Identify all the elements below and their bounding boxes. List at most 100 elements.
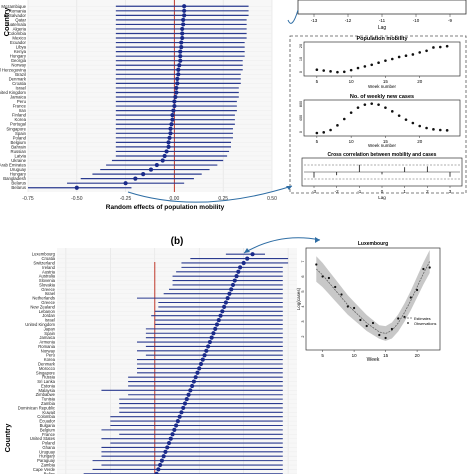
inset-group-frame bbox=[289, 35, 467, 194]
panel-a-country-label: Norway bbox=[11, 63, 26, 68]
inset-cases-point bbox=[445, 129, 449, 132]
inset-luxembourg-x-label: Week bbox=[367, 357, 380, 363]
panel-a-estimate-point bbox=[182, 4, 187, 9]
inset-mobility-point bbox=[329, 70, 332, 73]
inset-mobility-point bbox=[418, 51, 422, 54]
panel-a-country-label: Iran bbox=[19, 108, 27, 113]
panel-b-country-label: Kuwait bbox=[42, 410, 55, 415]
panel-b-country-label: Belize bbox=[44, 471, 56, 474]
panel-a-x-axis-label: Random effects of population mobility bbox=[106, 204, 225, 211]
panel-b-country-label: Hungary bbox=[39, 454, 56, 459]
panel-b-country-label: Israel bbox=[45, 318, 55, 323]
inset-ccf-x-tick-label: -3 bbox=[312, 189, 316, 194]
panel-b-estimate-point bbox=[220, 309, 225, 314]
inset-mobility-point bbox=[349, 68, 353, 72]
inset-mobility-point bbox=[342, 70, 346, 74]
panel-a-estimate-point bbox=[141, 172, 146, 177]
panel-a-estimate-point bbox=[148, 167, 154, 172]
panel-b-country-label: Japan bbox=[44, 326, 56, 331]
panel-a-country-label: Belarus bbox=[11, 181, 26, 186]
panel-b-country-label: Denmark bbox=[38, 362, 56, 367]
panel-a-country-label: Libya bbox=[16, 45, 27, 50]
inset-luxembourg-y-ticks: 2 3 4 5 6 7 bbox=[301, 260, 305, 337]
panel-b-country-label: Sri Lanka bbox=[37, 379, 55, 384]
panel-a-estimate-point bbox=[174, 85, 179, 91]
inset-top-x-tick-label: -13 bbox=[311, 18, 318, 23]
panel-b-estimate-point bbox=[202, 353, 207, 358]
panel-a-estimate-point bbox=[180, 26, 185, 32]
panel-b-country-label: Dominican Republic bbox=[18, 405, 55, 410]
panel-a-country-label: Hungary bbox=[10, 54, 27, 59]
panel-b-estimate-point bbox=[236, 269, 241, 274]
panel-b-country-label: Zimbabwe bbox=[36, 392, 56, 397]
panel-a-country-label: Spain bbox=[15, 131, 27, 136]
panel-b-country-label: Spain bbox=[44, 331, 55, 336]
panel-a-estimate-point bbox=[168, 126, 173, 131]
inset-luxembourg-y-tick-label: 5 bbox=[301, 290, 305, 292]
inset-cases-points bbox=[315, 102, 449, 135]
panel-a-estimate-point bbox=[169, 122, 174, 127]
panel-a-estimate-point bbox=[174, 90, 179, 95]
panel-a-x-tick-label: -0.25 bbox=[120, 196, 132, 202]
panel-b-y-axis-label: Country bbox=[3, 423, 12, 453]
panel-a-x-tick-label: -0.75 bbox=[22, 196, 34, 202]
panel-b-marks bbox=[83, 252, 289, 474]
inset-mobility-x-tick-label: 15 bbox=[383, 79, 389, 84]
panel-b-country-label: Peru bbox=[46, 353, 56, 358]
inset-mobility: Population mobility 0 10 20 5 10 15 20 Week n… bbox=[299, 36, 461, 89]
panel-a-country-label: Romania bbox=[9, 8, 27, 13]
panel-b-country-label: France bbox=[42, 432, 56, 437]
panel-b-country-label: Uruguay bbox=[39, 449, 56, 454]
panel-a-country-label: United Kingdom bbox=[0, 90, 26, 95]
inset-top-lag: -13 -12 -11 -10 -9 Lag bbox=[297, 0, 467, 31]
panel-a-estimate-point bbox=[170, 117, 175, 122]
panel-a-estimate-point bbox=[182, 8, 187, 13]
panel-b-estimate-point bbox=[206, 344, 211, 349]
panel-b-estimate-point bbox=[218, 313, 223, 318]
inset-mobility-y-tick-label: 0 bbox=[299, 71, 303, 73]
panel-a-estimate-point bbox=[172, 99, 177, 104]
inset-luxembourg-x-tick-label: 10 bbox=[352, 353, 358, 358]
inset-mobility-x-tick-label: 20 bbox=[417, 79, 423, 84]
panel-a-country-label: Mozambique bbox=[1, 4, 26, 9]
panel-a-country-label: Poland bbox=[13, 135, 27, 140]
inset-mobility-y-tick-label: 10 bbox=[299, 57, 303, 61]
inset-cases-point bbox=[418, 124, 422, 128]
inset-luxembourg-observation-point bbox=[353, 306, 356, 310]
panel-a-country-label: Peru bbox=[17, 99, 27, 104]
panel-b-estimate-point bbox=[227, 291, 232, 296]
inset-luxembourg-observation-point bbox=[371, 321, 375, 325]
inset-ccf: Cross correlation between mobility and c… bbox=[301, 152, 463, 200]
inset-mobility-x-tick-label: 10 bbox=[349, 79, 355, 84]
inset-luxembourg-x-tick-label: 5 bbox=[321, 353, 324, 358]
panel-b-country-label: Paraguay bbox=[37, 458, 56, 463]
panel-a-x-ticks: -0.75 -0.50 -0.25 0.00 0.25 0.50 bbox=[22, 196, 277, 202]
panel-b-country-label: Zambia bbox=[41, 401, 56, 406]
panel-b-country-label: Austria bbox=[42, 269, 56, 274]
panel-b-estimate-point bbox=[158, 462, 163, 468]
panel-a-country-label: Uruguay bbox=[10, 167, 27, 172]
inset-ccf-x-tick-label: 2 bbox=[426, 189, 429, 194]
inset-cases-point bbox=[397, 114, 401, 117]
inset-mobility-x-label: Week number bbox=[368, 84, 396, 89]
panel-a-estimate-point bbox=[177, 63, 182, 68]
inset-luxembourg: Luxembourg 5 10 15 20 2 3 4 5 6 7 Week Log(cases… bbox=[296, 241, 441, 363]
panel-a-country-label: Mexico bbox=[12, 36, 26, 41]
inset-luxembourg-observation-point bbox=[327, 276, 330, 280]
panel-a-estimate-point bbox=[172, 103, 177, 109]
panel-b-estimate-point bbox=[213, 326, 218, 331]
panel-b-estimate-point bbox=[184, 397, 189, 402]
panel-a-y-axis-label: Country bbox=[2, 7, 11, 37]
inset-cases-y-ticks: 0 400 800 bbox=[299, 101, 303, 133]
panel-b-estimate-point bbox=[195, 370, 200, 375]
panel-b-estimate-point bbox=[232, 278, 237, 283]
panel-a-estimate-point bbox=[182, 13, 187, 18]
panel-b-country-label: New Zealand bbox=[30, 304, 55, 309]
panel-b-estimate-point bbox=[225, 296, 230, 301]
inset-luxembourg-x-ticks: 5 10 15 20 bbox=[321, 350, 420, 358]
panel-b-country-label: Korea bbox=[44, 357, 56, 362]
inset-ccf-x-tick-label: 0 bbox=[381, 189, 384, 194]
panel-b-country-label: Slovakia bbox=[39, 282, 55, 287]
panel-a-x-tick-label: 0.00 bbox=[170, 196, 180, 202]
panel-a-estimate-point bbox=[74, 185, 79, 190]
